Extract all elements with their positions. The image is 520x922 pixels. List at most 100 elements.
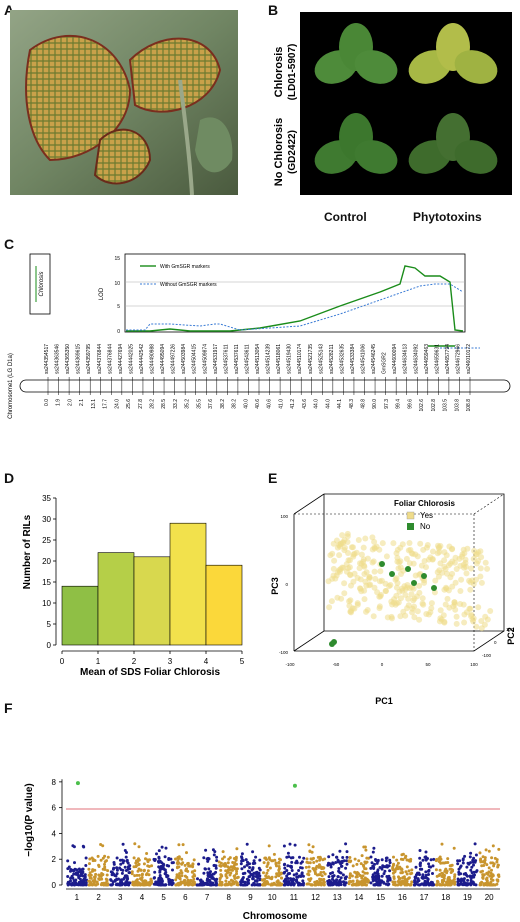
- snp-point: [391, 868, 395, 872]
- pca-point-yes: [449, 545, 456, 552]
- snp-point: [179, 869, 183, 873]
- pca-point-yes: [336, 552, 343, 559]
- pca-point-yes: [467, 605, 474, 612]
- pca-point-yes: [384, 614, 391, 621]
- snp-point: [224, 879, 228, 883]
- marker-label: ss244537611: [234, 344, 240, 374]
- pca-tick: 0: [381, 662, 384, 667]
- pca-tick: 100: [506, 627, 514, 632]
- hist-bar: [61, 585, 99, 646]
- pca-point-yes: [391, 596, 398, 603]
- pca-point-yes: [417, 540, 424, 547]
- snp-point: [266, 868, 270, 872]
- snp-point: [385, 856, 389, 860]
- snp-point: [490, 868, 493, 872]
- pca-point-yes: [371, 584, 378, 591]
- pca-point-yes: [341, 590, 348, 597]
- snp-point: [198, 878, 202, 882]
- pca-point-yes: [434, 550, 441, 557]
- pca-point-yes: [360, 544, 367, 551]
- pca-point-yes: [393, 584, 400, 591]
- pca-point-yes: [412, 572, 419, 579]
- chromosome-tick-label: 12: [311, 893, 320, 902]
- pca-point-yes: [369, 559, 376, 566]
- pca-point-yes: [376, 605, 383, 612]
- snp-point: [142, 881, 146, 885]
- snp-point: [290, 869, 294, 872]
- snp-point: [482, 859, 486, 863]
- snp-point: [297, 869, 301, 872]
- pca-point-yes: [341, 547, 348, 554]
- snp-point: [251, 866, 255, 870]
- snp-point: [125, 875, 129, 879]
- pca-points: [325, 530, 494, 647]
- marker-label: ss244509874: [202, 344, 208, 374]
- snp-point: [310, 857, 314, 861]
- snp-point: [319, 856, 322, 860]
- snp-point: [66, 867, 70, 871]
- legend-text-without: Without GmSGR markers: [160, 282, 217, 288]
- lod-curve-with-gmsgr: [126, 265, 464, 332]
- pca-point-yes: [443, 585, 450, 592]
- snp-point: [245, 842, 249, 846]
- snp-point: [308, 849, 312, 853]
- marker-label: ss244354517: [44, 344, 50, 374]
- snp-point: [372, 846, 376, 850]
- marker-position: 103.8: [454, 399, 460, 412]
- snp-point: [219, 873, 223, 877]
- snp-point: [112, 861, 116, 864]
- hist-xtick-label: 3: [168, 657, 173, 666]
- snp-point: [421, 873, 425, 877]
- snp-point: [385, 875, 389, 878]
- hist-xtick-label: 4: [204, 657, 209, 666]
- chromosome-tick-label: 13: [333, 893, 342, 902]
- snp-point: [461, 861, 465, 865]
- pca-point-yes: [453, 613, 460, 620]
- snp-point: [469, 851, 473, 855]
- pca-point-yes: [339, 564, 346, 571]
- pca-point-yes: [443, 552, 450, 559]
- snp-point: [213, 850, 217, 854]
- snp-point: [380, 867, 384, 871]
- snp-point: [440, 878, 444, 882]
- snp-point: [489, 861, 493, 865]
- snp-point: [157, 877, 161, 881]
- pca-point-yes: [370, 613, 377, 620]
- snp-point: [214, 864, 218, 868]
- snp-point: [405, 865, 409, 869]
- snp-point: [267, 856, 271, 860]
- pca-tick: 100: [470, 662, 478, 667]
- snp-point: [300, 872, 304, 876]
- snp-point: [163, 868, 167, 872]
- chromosome-tick-label: 18: [441, 893, 450, 902]
- snp-point: [114, 874, 118, 878]
- snp-point: [484, 881, 488, 885]
- chromosome-tick-label: 17: [420, 893, 429, 902]
- snp-point: [425, 876, 429, 880]
- snp-point: [387, 882, 391, 886]
- snp-point: [469, 883, 473, 887]
- snp-point: [351, 864, 355, 868]
- snp-point: [481, 875, 485, 879]
- snp-point: [73, 867, 77, 871]
- snp-point: [258, 877, 262, 881]
- snp-point: [246, 860, 249, 864]
- snp-point: [265, 865, 269, 868]
- snp-point: [73, 861, 76, 865]
- manhattan-xlabel: Chromosome: [243, 911, 308, 922]
- hist-bar: [169, 522, 207, 646]
- pca-point-yes: [411, 614, 418, 621]
- snp-point: [370, 861, 374, 865]
- snp-point: [136, 880, 140, 884]
- pca-point-no: [421, 573, 427, 579]
- snp-point: [446, 876, 450, 880]
- pca-point-yes: [402, 591, 409, 598]
- snp-point: [93, 875, 97, 879]
- pca-point-yes: [482, 613, 489, 620]
- pca-legend-title: Foliar Chlorosis: [394, 499, 455, 508]
- snp-point: [388, 869, 392, 873]
- snp-point: [191, 862, 195, 866]
- snp-point: [165, 864, 169, 867]
- snp-point: [353, 857, 357, 861]
- pca-point-no: [379, 561, 385, 567]
